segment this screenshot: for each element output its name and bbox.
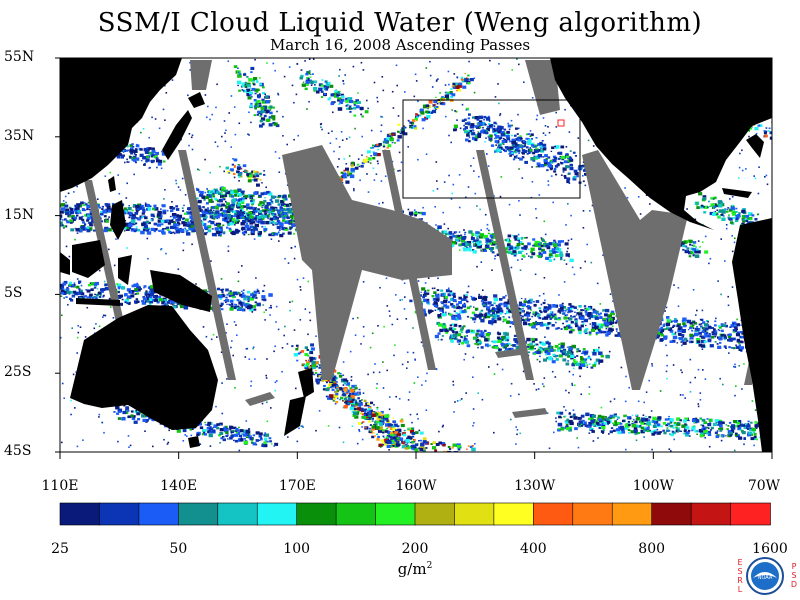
map-ticks <box>55 57 773 459</box>
emblem-inner <box>751 562 779 590</box>
colorbar-swatch <box>217 502 259 526</box>
colorbar-swatch <box>178 502 219 526</box>
land-tasmania <box>188 436 200 448</box>
colorbar-label: 400 <box>519 541 547 557</box>
lon-label: 140E <box>160 478 198 494</box>
map-title: SSM/I Cloud Liquid Water (Weng algorithm… <box>97 8 703 38</box>
swath-gap <box>282 145 452 380</box>
lon-label: 170E <box>278 478 316 494</box>
colorbar-swatch <box>533 502 574 526</box>
units-label: g/m2 <box>0 560 800 578</box>
lon-label: 130W <box>514 478 556 494</box>
colorbar-swatch <box>611 502 653 526</box>
colorbar-swatch <box>572 502 614 526</box>
colorbar-swatch <box>493 502 535 526</box>
colorbar-swatch <box>296 502 337 526</box>
land-sulawesi <box>118 255 132 285</box>
lon-label: 70W <box>747 478 781 494</box>
land-new-zealand-north <box>298 368 314 398</box>
colorbar-label: 100 <box>283 541 311 557</box>
land-philippines <box>110 200 126 240</box>
colorbar-swatch <box>454 502 495 526</box>
land-asia <box>60 58 182 192</box>
lat-label: 45S <box>4 443 32 459</box>
colorbar-label: 50 <box>169 541 188 557</box>
colorbar-swatch <box>335 502 377 526</box>
land-new-guinea <box>150 270 212 312</box>
colorbar-swatch <box>99 502 140 526</box>
swath-gap <box>512 408 548 418</box>
land-japan-north <box>188 92 205 108</box>
swath-gap <box>495 348 528 358</box>
land-north-america <box>550 58 772 230</box>
land-borneo <box>72 240 105 278</box>
colorbar-swatch <box>651 502 692 526</box>
land-florida <box>746 134 764 158</box>
region-box <box>402 99 581 199</box>
colorbar <box>59 502 771 526</box>
units-exponent: 2 <box>426 561 433 571</box>
land-japan <box>162 110 192 160</box>
lon-label: 160W <box>395 478 437 494</box>
lon-label: 100W <box>632 478 674 494</box>
emblem-text: NOAA <box>758 575 773 581</box>
colorbar-swatch <box>730 502 771 526</box>
swath-gap <box>178 150 236 380</box>
land-south-america <box>732 218 772 452</box>
lon-label: 110E <box>41 478 79 494</box>
colorbar-label: 1600 <box>752 541 788 557</box>
land-taiwan <box>108 176 116 192</box>
land-cuba <box>722 188 752 198</box>
lat-label: 35N <box>4 127 35 144</box>
land-australia <box>70 305 218 430</box>
swath-gap <box>245 392 275 406</box>
units-base: g/m <box>397 560 427 578</box>
region-marker <box>557 119 565 127</box>
noaa-emblem: NOAA <box>746 557 784 595</box>
colorbar-swatch <box>256 502 298 526</box>
map-subtitle: March 16, 2008 Ascending Passes <box>269 36 531 54</box>
land-masses <box>60 58 772 452</box>
swath-gap <box>582 150 688 390</box>
colorbar-swatch <box>138 502 180 526</box>
colorbar-label: 200 <box>401 541 429 557</box>
land-java <box>76 298 120 306</box>
colorbar-swatch <box>375 502 416 526</box>
colorbar-label: 800 <box>638 541 666 557</box>
swath-gap <box>382 150 436 370</box>
emblem-bird <box>753 572 777 578</box>
swath-gap <box>190 60 212 90</box>
land-new-zealand-south <box>284 396 306 436</box>
land-sumatra <box>60 252 70 275</box>
colorbar-swatch <box>690 502 732 526</box>
colorbar-swatch <box>414 502 456 526</box>
lat-label: 55N <box>4 49 35 65</box>
lat-label: 25S <box>4 364 32 381</box>
swath-gap <box>476 150 534 380</box>
lat-label: 5S <box>4 285 23 302</box>
swath-gap <box>525 60 560 115</box>
colorbar-swatch <box>59 502 101 526</box>
colorbar-label: 25 <box>51 541 69 557</box>
lat-label: 15N <box>4 206 35 223</box>
